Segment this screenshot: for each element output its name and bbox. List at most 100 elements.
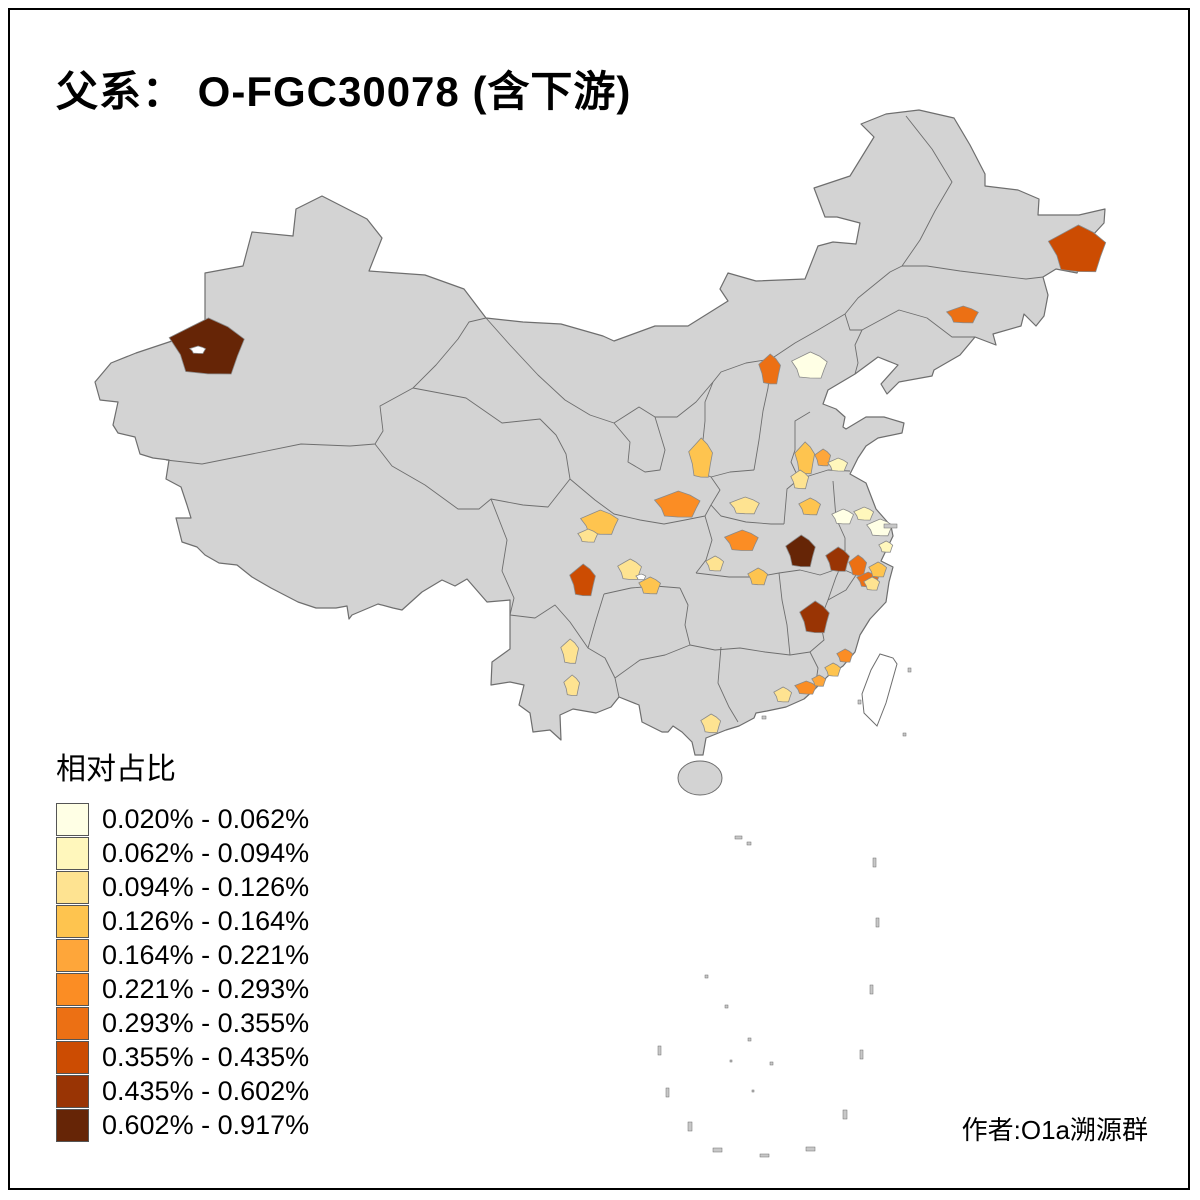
- province-border: [783, 411, 811, 525]
- region-jiangsu-south-pale: [866, 518, 893, 537]
- region-hubei-east-dark: [825, 546, 850, 572]
- province-border: [614, 644, 691, 679]
- region-xinjiang-west: [168, 317, 245, 375]
- region-hunan-east-dark: [799, 600, 830, 634]
- small-island: [907, 667, 912, 673]
- region-heilongjiang-east: [1047, 224, 1107, 273]
- legend-item: 0.355% - 0.435%: [56, 1040, 309, 1074]
- region-zhejiang-north: [868, 561, 888, 578]
- legend-swatch: [56, 1006, 89, 1040]
- province-border: [710, 504, 784, 525]
- legend-swatch: [56, 870, 89, 904]
- legend-item: 0.062% - 0.094%: [56, 836, 309, 870]
- legend-swatch: [56, 938, 89, 972]
- province-border: [901, 115, 953, 267]
- legend-item: 0.126% - 0.164%: [56, 904, 309, 938]
- legend-label: 0.164% - 0.221%: [102, 939, 310, 970]
- region-sichuan-central-hole: [635, 573, 647, 580]
- legend-label: 0.094% - 0.126%: [102, 871, 310, 902]
- region-sichuan-east: [705, 555, 725, 572]
- small-island: [869, 984, 874, 995]
- province-border: [679, 587, 691, 646]
- small-island: [734, 835, 743, 840]
- small-island: [857, 699, 862, 705]
- province-border: [485, 317, 615, 424]
- province-border: [827, 574, 857, 601]
- small-island: [729, 1059, 733, 1063]
- region-shaanxi-east: [729, 496, 760, 515]
- region-yunnan-northeast-2: [563, 674, 581, 696]
- province-border: [374, 443, 515, 616]
- legend-item: 0.602% - 0.917%: [56, 1108, 309, 1142]
- legend-label: 0.435% - 0.602%: [102, 1075, 310, 1106]
- small-island: [805, 1146, 816, 1152]
- region-jilin-central: [945, 305, 979, 324]
- small-island: [872, 857, 877, 868]
- legend-swatch: [56, 802, 89, 836]
- mainland-china: [94, 109, 1106, 756]
- small-island: [761, 715, 767, 720]
- legend-label: 0.062% - 0.094%: [102, 837, 310, 868]
- region-shandong-south-pale: [827, 457, 849, 472]
- legend-item: 0.293% - 0.355%: [56, 1006, 309, 1040]
- region-zhejiang-central: [863, 576, 881, 591]
- region-yunnan-northeast-1: [560, 638, 580, 664]
- province-border: [490, 478, 571, 508]
- region-hubei-west: [747, 567, 769, 586]
- region-henan-north: [790, 469, 810, 490]
- province-border: [902, 265, 1044, 280]
- region-jiangsu-southeast-pale: [878, 540, 894, 553]
- small-island: [665, 1087, 670, 1098]
- legend-title: 相对占比: [56, 753, 176, 786]
- small-island: [842, 1109, 848, 1120]
- legend: 相对占比 0.020% - 0.062% 0.062% - 0.094% 0.094…: [56, 744, 309, 1142]
- small-island: [704, 974, 709, 979]
- small-island: [859, 1049, 864, 1060]
- province-border: [861, 309, 975, 338]
- province-border: [509, 604, 620, 698]
- region-fujian-south: [824, 662, 842, 677]
- taiwan-island: [861, 653, 898, 727]
- legend-swatch: [56, 972, 89, 1006]
- region-shanxi-southeast: [794, 441, 816, 475]
- region-hubei-far-east: [848, 554, 868, 576]
- legend-swatch: [56, 1108, 89, 1142]
- region-beijing: [758, 353, 781, 385]
- region-henan-west: [798, 497, 821, 516]
- region-shaanxi-central: [653, 490, 701, 518]
- region-xinjiang-west-hole: [189, 345, 207, 354]
- small-island: [883, 523, 898, 529]
- region-guangdong-east-1: [794, 680, 818, 695]
- figure-title: 父系： O-FGC30078 (含下游): [56, 68, 632, 115]
- region-gansu-south: [577, 528, 599, 543]
- legend-item: 0.094% - 0.126%: [56, 870, 309, 904]
- legend-swatch: [56, 904, 89, 938]
- small-island: [657, 1045, 662, 1056]
- region-sichuan-southwest-dark: [569, 563, 596, 597]
- region-sichuan-northwest: [579, 509, 619, 535]
- region-guangxi-east: [700, 713, 722, 734]
- region-henan-east-pale: [853, 506, 875, 521]
- province-border: [778, 572, 791, 656]
- province-border: [165, 317, 487, 465]
- small-island: [759, 1153, 770, 1158]
- legend-label: 0.020% - 0.062%: [102, 803, 310, 834]
- small-island: [902, 732, 907, 737]
- region-guangdong-northeast: [773, 686, 793, 703]
- legend-label: 0.602% - 0.917%: [102, 1109, 310, 1140]
- small-island: [712, 1147, 723, 1153]
- legend-label: 0.293% - 0.355%: [102, 1007, 310, 1038]
- province-border: [717, 646, 739, 723]
- province-border: [844, 313, 863, 375]
- region-shaanxi-north: [688, 437, 713, 478]
- province-border: [710, 469, 755, 478]
- small-island: [747, 1037, 752, 1042]
- small-island: [746, 841, 752, 846]
- legend-item: 0.164% - 0.221%: [56, 938, 309, 972]
- small-island: [875, 917, 880, 928]
- hainan-island: [677, 760, 723, 796]
- legend-label: 0.221% - 0.293%: [102, 973, 310, 1004]
- small-island: [724, 1004, 729, 1009]
- region-hubei-northwest: [723, 529, 759, 551]
